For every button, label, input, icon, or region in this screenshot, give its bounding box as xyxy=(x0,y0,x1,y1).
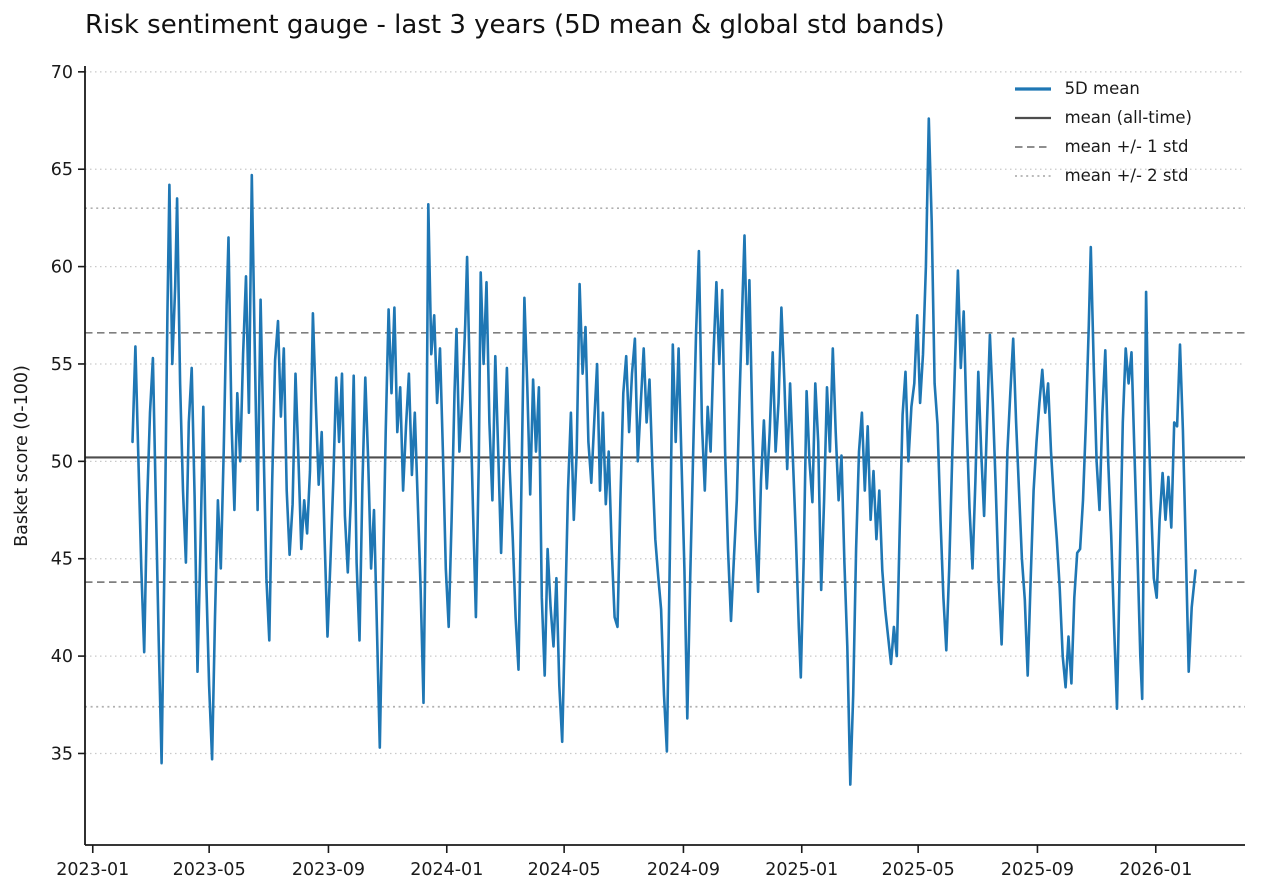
y-tick-label: 35 xyxy=(51,744,73,764)
legend-label: mean +/- 2 std xyxy=(1064,166,1189,185)
legend-label: mean (all-time) xyxy=(1064,108,1192,127)
axis-spines xyxy=(84,66,1245,846)
legend-label: 5D mean xyxy=(1064,79,1140,98)
x-tick-label: 2024-09 xyxy=(647,860,720,880)
legend-entry-1std: mean +/- 1 std xyxy=(1014,132,1189,161)
x-tick-label: 2023-01 xyxy=(56,860,129,880)
legend-entry-2std: mean +/- 2 std xyxy=(1014,161,1189,190)
y-tick-label: 65 xyxy=(51,160,73,180)
y-tick-label: 45 xyxy=(51,550,73,570)
x-tick-label: 2024-05 xyxy=(528,860,601,880)
x-axis-ticks: 2023-01 2023-05 2023-09 2024-01 2024-05 2024-… xyxy=(56,845,1192,880)
legend-line-5d-mean-icon xyxy=(1014,86,1051,91)
chart-title: Risk sentiment gauge - last 3 years (5D … xyxy=(85,10,945,40)
legend-line-mean-icon xyxy=(1014,116,1051,119)
x-tick-label: 2024-01 xyxy=(410,860,483,880)
y-axis-ticks: 35 40 45 50 55 60 65 70 xyxy=(51,63,85,764)
x-tick-label: 2026-01 xyxy=(1119,860,1192,880)
y-tick-label: 50 xyxy=(51,452,73,472)
y-gridlines xyxy=(85,71,1245,755)
series-5d-mean xyxy=(131,117,1197,786)
x-tick-label: 2025-05 xyxy=(882,860,955,880)
x-tick-label: 2025-01 xyxy=(765,860,838,880)
x-tick-label: 2025-09 xyxy=(1001,860,1074,880)
legend: 5D mean mean (all-time) mean +/- 1 std m… xyxy=(1014,74,1192,190)
legend-entry-5d-mean: 5D mean xyxy=(1014,74,1140,103)
legend-label: mean +/- 1 std xyxy=(1064,137,1189,156)
legend-entry-mean: mean (all-time) xyxy=(1014,103,1192,132)
y-tick-label: 60 xyxy=(51,258,73,278)
y-tick-label: 40 xyxy=(51,647,73,667)
x-tick-label: 2023-09 xyxy=(292,860,365,880)
legend-line-2std-icon xyxy=(1014,174,1051,177)
y-tick-label: 55 xyxy=(51,355,73,375)
x-tick-label: 2023-05 xyxy=(173,860,246,880)
legend-line-1std-icon xyxy=(1014,145,1051,148)
y-tick-label: 70 xyxy=(51,63,73,83)
